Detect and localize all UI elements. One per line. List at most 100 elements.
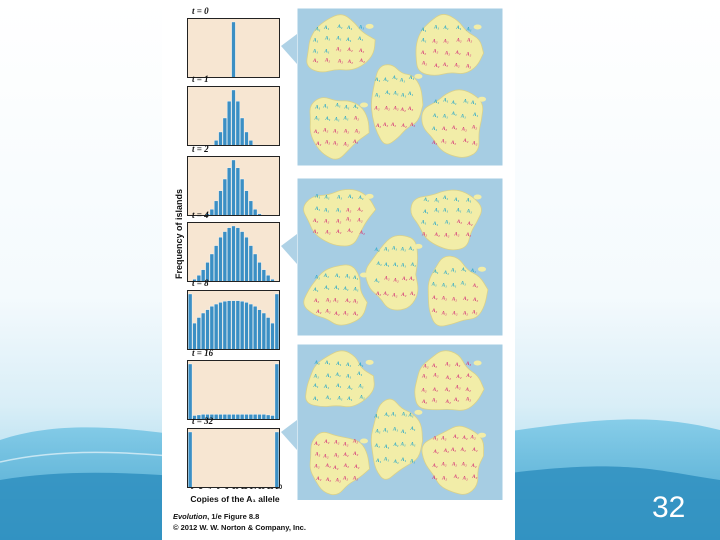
- bar-15: [253, 306, 258, 350]
- allele-a1: A₁: [312, 396, 318, 402]
- allele-a2: A₂: [431, 397, 437, 403]
- allele-a2: A₂: [323, 439, 329, 445]
- allele-a2: A₂: [359, 58, 365, 64]
- bar-6: [214, 303, 219, 350]
- allele-a2: A₂: [444, 362, 450, 368]
- allele-a2: A₂: [332, 141, 338, 147]
- allele-a2: A₂: [353, 464, 359, 470]
- allele-a2: A₂: [333, 439, 339, 445]
- allele-a2: A₂: [408, 276, 414, 282]
- x-tick-14: 14: [249, 485, 257, 491]
- allele-a1: A₁: [408, 246, 414, 252]
- x-tick-0: 0: [190, 485, 194, 491]
- allele-a1: A₁: [442, 97, 448, 103]
- allele-a2: A₂: [444, 387, 450, 393]
- histogram-frame: [187, 156, 280, 216]
- allele-a2: A₂: [314, 452, 320, 458]
- allele-a1: A₁: [407, 91, 413, 97]
- bar-16: [257, 414, 262, 420]
- allele-a2: A₂: [450, 447, 456, 453]
- allele-a2: A₂: [440, 138, 446, 144]
- allele-a1: A₁: [313, 374, 319, 380]
- bar-14: [248, 303, 253, 350]
- allele-a1: A₁: [442, 207, 448, 213]
- allele-a2: A₂: [315, 476, 321, 482]
- allele-a1: A₁: [408, 413, 414, 419]
- allele-a1: A₁: [399, 78, 405, 84]
- bar-10: [231, 21, 236, 78]
- bar-0: [188, 431, 193, 488]
- allele-a2: A₂: [431, 295, 437, 301]
- allele-a1: A₁: [422, 209, 428, 215]
- bar-18: [266, 275, 271, 282]
- y-axis-label: Frequency of islands: [174, 188, 184, 280]
- bar-10: [231, 89, 236, 146]
- allele-a1: A₁: [325, 373, 331, 379]
- allele-a1: A₁: [323, 285, 329, 291]
- allele-a1: A₁: [352, 104, 358, 110]
- figure-number: , 1/e Figure 8.8: [207, 512, 260, 521]
- allele-a1: A₁: [345, 374, 351, 380]
- allele-a2: A₂: [375, 291, 381, 297]
- allele-a2: A₂: [462, 475, 468, 481]
- allele-a2: A₂: [471, 447, 477, 453]
- allele-a2: A₂: [451, 125, 457, 131]
- allele-a2: A₂: [431, 463, 437, 469]
- allele-a1: A₁: [431, 282, 437, 288]
- bar-10: [231, 159, 236, 216]
- allele-a2: A₂: [323, 218, 329, 224]
- allele-a2: A₂: [322, 128, 328, 134]
- allele-a2: A₂: [454, 362, 460, 368]
- connector-2: [281, 420, 297, 450]
- allele-a2: A₂: [465, 373, 471, 379]
- allele-a1: A₁: [443, 270, 449, 276]
- allele-a1: A₁: [408, 75, 414, 81]
- allele-a2: A₂: [455, 37, 461, 43]
- bar-12: [240, 117, 245, 146]
- histogram-4: [187, 290, 280, 350]
- allele-a2: A₂: [442, 39, 448, 45]
- connector-1: [281, 234, 297, 264]
- allele-a1: A₁: [460, 114, 466, 120]
- allele-a2: A₂: [325, 477, 331, 483]
- panel-title-0: t = 0: [192, 6, 209, 16]
- allele-a1: A₁: [433, 99, 439, 105]
- figure-credit: Evolution, 1/e Figure 8.8: [173, 512, 259, 521]
- histogram-0: [187, 18, 280, 78]
- allele-a2: A₂: [342, 452, 348, 458]
- bar-3: [201, 312, 206, 350]
- allele-a2: A₂: [421, 374, 427, 380]
- allele-a2: A₂: [453, 63, 459, 69]
- allele-a2: A₂: [384, 106, 390, 112]
- allele-a1: A₁: [444, 219, 450, 225]
- allele-a1: A₁: [442, 195, 448, 201]
- histogram-background: [187, 360, 280, 420]
- allele-a2: A₂: [315, 141, 321, 147]
- allele-a1: A₁: [420, 27, 426, 33]
- allele-a1: A₁: [432, 269, 438, 275]
- allele-a2: A₂: [440, 435, 446, 441]
- bar-8: [222, 301, 227, 350]
- bar-16: [257, 262, 262, 282]
- allele-a2: A₂: [420, 50, 426, 56]
- slide-number: 32: [652, 491, 686, 524]
- allele-a2: A₂: [409, 122, 415, 128]
- allele-a2: A₂: [453, 474, 459, 480]
- allele-a1: A₁: [374, 93, 380, 99]
- allele-a1: A₁: [393, 90, 399, 96]
- allele-a2: A₂: [357, 207, 363, 213]
- allele-a2: A₂: [441, 126, 447, 132]
- allele-a1: A₁: [401, 411, 407, 417]
- allele-a1: A₁: [343, 286, 349, 292]
- allele-a1: A₁: [460, 281, 466, 287]
- x-tick-labels: 0 2 4 6 8 10 12 14 16 18 20: [187, 485, 283, 495]
- allele-a2: A₂: [421, 232, 427, 238]
- allele-a2: A₂: [312, 218, 318, 224]
- bar-15: [253, 414, 258, 420]
- allele-a2: A₂: [454, 385, 460, 391]
- allele-a2: A₂: [352, 439, 358, 445]
